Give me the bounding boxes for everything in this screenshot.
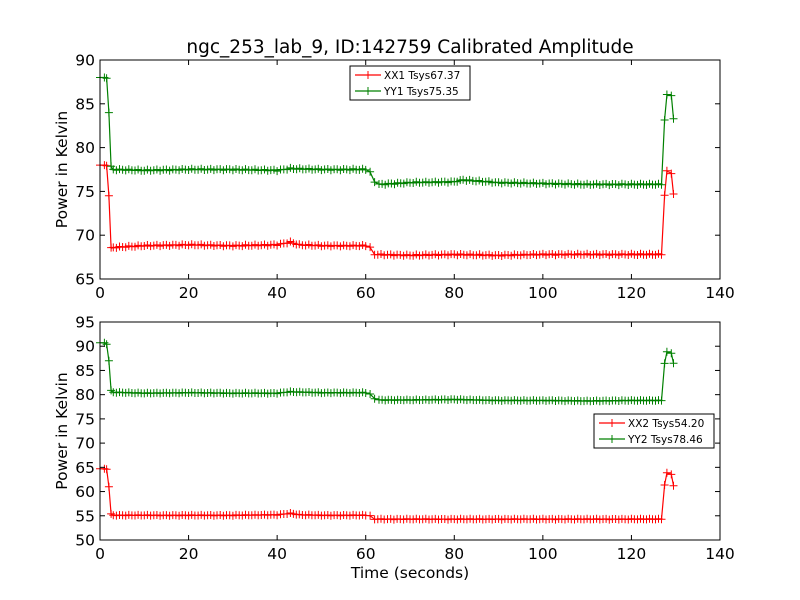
x-axis-label: Time (seconds) [350,564,469,582]
x-tick-label: 60 [356,545,376,563]
x-tick-label: 120 [617,284,647,302]
x-tick-label: 120 [617,545,647,563]
y-tick-label: 90 [75,52,95,70]
legend: XX1 Tsys67.37 YY1 Tsys75.35 [349,65,471,101]
bottom-subplot: 0 20 40 60 80 100 120 140 50 55 60 65 70 75 80 85 90 95 Po… [53,314,735,583]
figure-title: ngc_253_lab_9, ID:142759 Calibrated Ampl… [186,37,633,58]
x-tick-label: 40 [267,545,287,563]
x-tick-label: 100 [528,284,558,302]
y-tick-label: 50 [75,532,95,550]
y-axis-label: Power in Kelvin [53,111,71,228]
x-tick-label: 0 [95,545,105,563]
legend-marker [364,87,372,95]
y-tick-label: 80 [75,386,95,404]
y-tick-label: 75 [75,410,95,428]
legend: XX2 Tsys54.20 YY2 Tsys78.46 [593,413,715,449]
y-tick-label: 95 [75,314,95,332]
x-tick-label: 140 [705,545,735,563]
x-tick-label: 20 [179,284,199,302]
y-tick-label: 70 [75,227,95,245]
x-tick-label: 20 [179,545,199,563]
legend-label: YY1 Tsys75.35 [383,86,459,98]
legend-marker [608,435,616,443]
y-tick-label: 85 [75,362,95,380]
axes-frame [99,321,721,541]
y-tick-label: 60 [75,483,95,501]
x-tick-label: 80 [444,545,464,563]
legend-label: XX1 Tsys67.37 [384,70,460,82]
legend-marker [608,419,616,427]
axes-frame [99,59,721,280]
y-tick-label: 65 [75,459,95,477]
legend-label: YY2 Tsys78.46 [627,434,703,446]
legend-box [593,413,715,449]
x-tick-label: 140 [705,284,735,302]
y-tick-label: 75 [75,183,95,201]
x-tick-label: 0 [95,284,105,302]
legend-label: XX2 Tsys54.20 [628,418,704,430]
y-tick-label: 80 [75,139,95,157]
legend-box [349,65,471,101]
y-tick-label: 70 [75,435,95,453]
y-axis-label: Power in Kelvin [53,372,71,489]
y-tick-label: 55 [75,507,95,525]
x-tick-label: 80 [444,284,464,302]
x-tick-label: 60 [356,284,376,302]
x-tick-label: 100 [528,545,558,563]
legend-marker [364,71,372,79]
y-tick-label: 85 [75,95,95,113]
y-tick-label: 90 [75,338,95,356]
x-tick-label: 40 [267,284,287,302]
y-tick-label: 65 [75,271,95,289]
top-subplot: 0 20 40 60 80 100 120 140 65 70 75 80 85 90 Power in K… [53,52,735,303]
